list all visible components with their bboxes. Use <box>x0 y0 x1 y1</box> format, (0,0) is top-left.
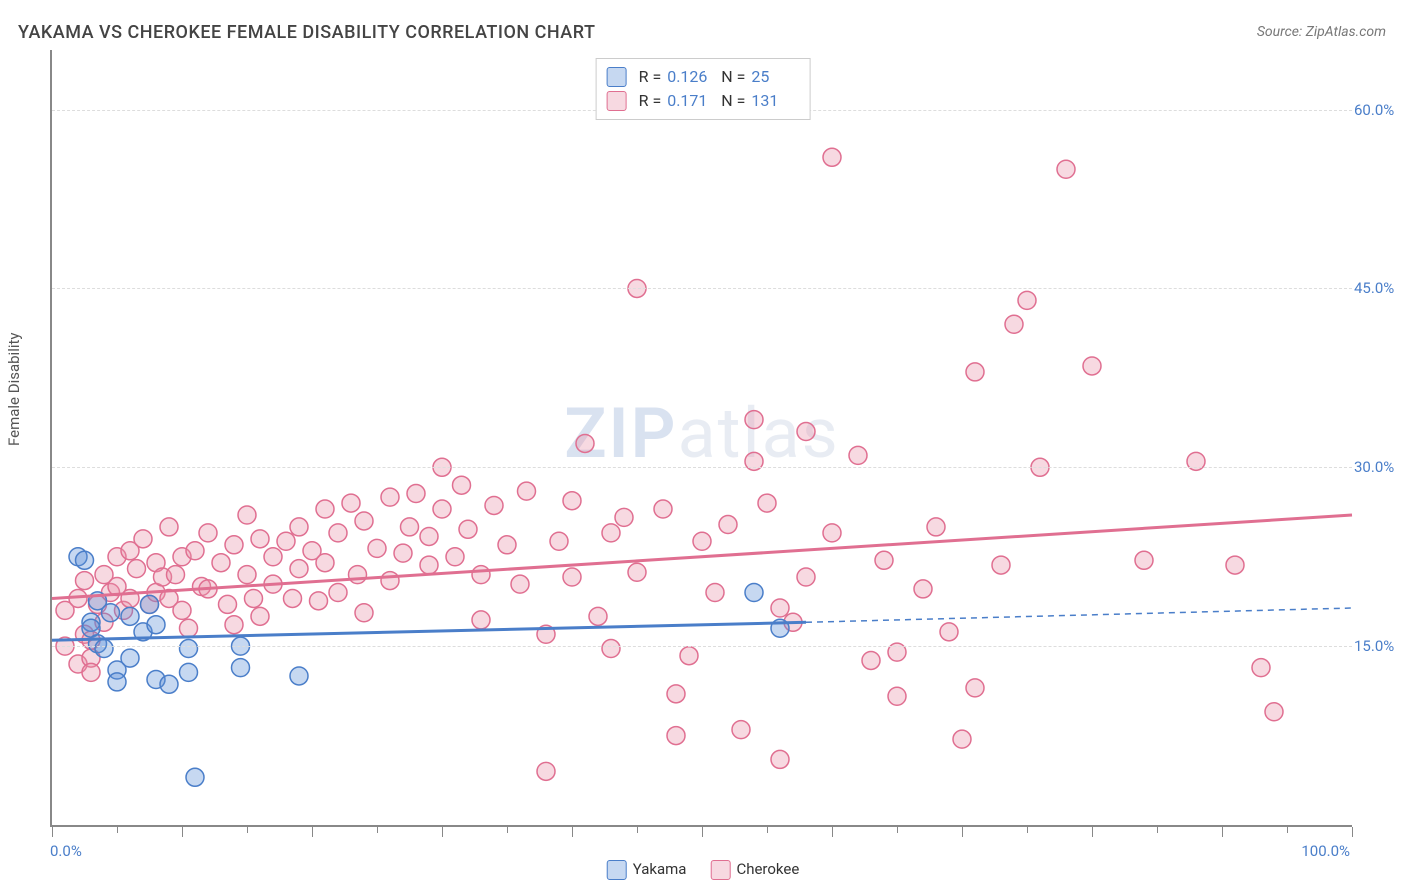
chart-svg <box>52 50 1352 825</box>
bottom-legend: Yakama Cherokee <box>607 860 800 880</box>
x-axis-min-label: 0.0% <box>50 842 82 860</box>
plot-area: ZIPatlas 15.0%30.0%45.0%60.0% <box>50 50 1352 827</box>
stats-row-cherokee: R = 0.171 N = 131 <box>607 89 800 113</box>
stats-row-yakama: R = 0.126 N = 25 <box>607 65 800 89</box>
y-axis-label: Female Disability <box>5 333 23 447</box>
legend-item-cherokee: Cherokee <box>710 860 799 880</box>
legend-item-yakama: Yakama <box>607 860 687 880</box>
cherokee-swatch <box>607 91 627 111</box>
yakama-swatch-icon <box>607 860 627 880</box>
yakama-swatch <box>607 67 627 87</box>
source-label: Source: ZipAtlas.com <box>1257 24 1386 40</box>
x-axis-max-label: 100.0% <box>1301 842 1350 860</box>
cherokee-swatch-icon <box>710 860 730 880</box>
chart-title: YAKAMA VS CHEROKEE FEMALE DISABILITY COR… <box>18 22 595 43</box>
stats-legend-box: R = 0.126 N = 25 R = 0.171 N = 131 <box>596 58 811 120</box>
